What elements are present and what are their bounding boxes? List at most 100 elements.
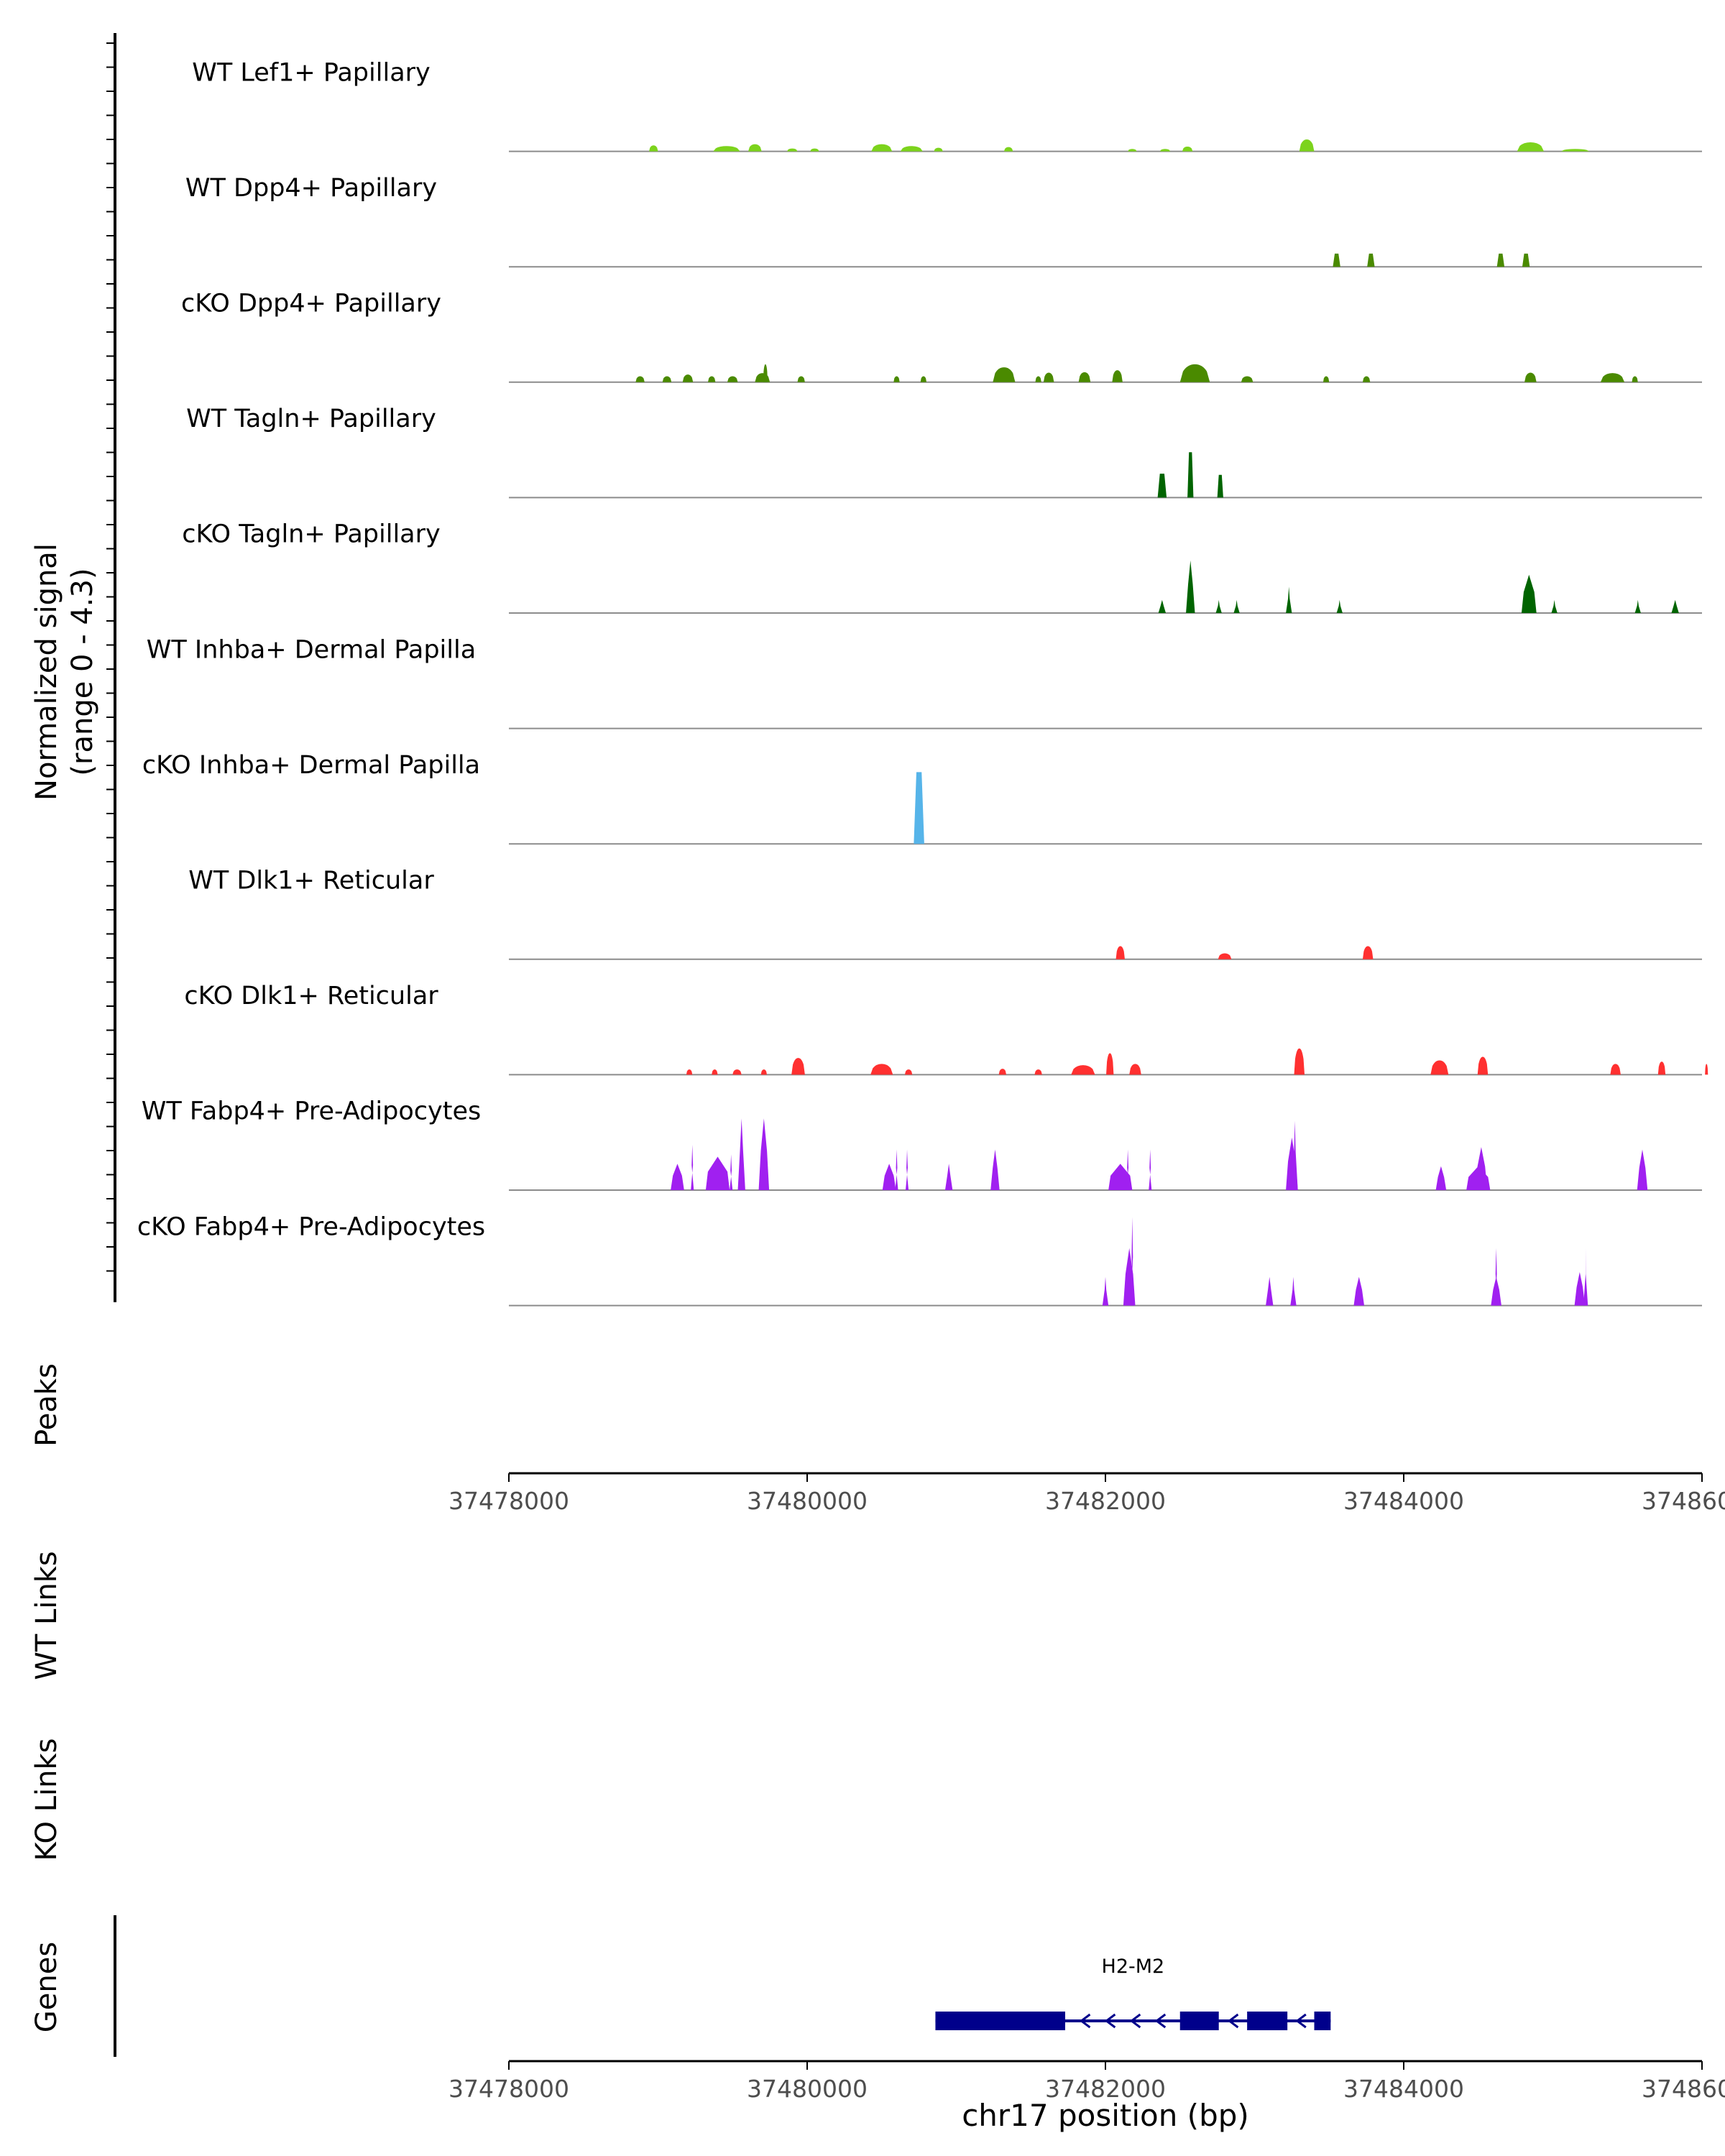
coverage-peak [934, 147, 943, 152]
gene-label: H2-M2 [1102, 1955, 1165, 1978]
coverage-peak [1294, 1048, 1305, 1075]
peaks-x-axis-tick-label: 37478000 [448, 1487, 569, 1515]
genes-x-axis-tick-label: 37478000 [448, 2075, 569, 2103]
coverage-peak [1494, 1248, 1498, 1306]
coverage-peak [1292, 1120, 1298, 1190]
coverage-peak [1159, 149, 1171, 152]
genes-x-axis-ticks: 37478000 37480000 37482000 37484000 37486000 [448, 2061, 1725, 2103]
coverage-peak [1657, 1061, 1666, 1075]
coverage-peak [1610, 1064, 1621, 1075]
coverage-peak [1286, 586, 1292, 613]
track-label: WT Dpp4+ Papillary [185, 174, 437, 203]
genes-x-axis-tick-label: 37480000 [747, 2075, 868, 2103]
coverage-peak [763, 364, 768, 382]
coverage-peak [748, 144, 762, 152]
coverage-peak [797, 376, 805, 382]
coverage-track: WT Lef1+ Papillary [192, 58, 1702, 152]
coverage-peak [1336, 599, 1343, 613]
coverage-peak [1600, 373, 1625, 382]
coverage-peak [1475, 1147, 1488, 1190]
coverage-peak [1435, 1166, 1447, 1190]
coverage-peak [1158, 599, 1167, 613]
coverage-track: WT Dpp4+ Papillary [185, 174, 1702, 268]
coverage-peak [1071, 1065, 1095, 1075]
coverage-peak [1003, 147, 1013, 152]
coverage-peak [786, 148, 798, 152]
coverage-peak [760, 1069, 767, 1075]
strand-arrow [1129, 2013, 1141, 2029]
coverage-peak [662, 376, 672, 382]
coverage-peak [1299, 139, 1315, 152]
track-label: cKO Fabp4+ Pre-Adipocytes [137, 1212, 485, 1241]
coverage-peak [1430, 1060, 1449, 1075]
y-axis-title-line2: (range 0 - 4.3) [66, 568, 99, 775]
coverage-peak [1574, 1272, 1586, 1306]
coverage-peak [1233, 599, 1240, 613]
coverage-peak [870, 1064, 893, 1075]
coverage-track: cKO Inhba+ Dermal Papilla [142, 751, 1702, 845]
coverage-peak [944, 1164, 953, 1190]
coverage-peak [1521, 574, 1537, 613]
coverage-peak [1333, 253, 1340, 267]
coverage-peak [1043, 372, 1054, 382]
coverage-peak [708, 376, 716, 382]
coverage-peak [1215, 599, 1222, 613]
coverage-peak [1632, 376, 1638, 382]
coverage-peak [1362, 376, 1371, 382]
coverage-peak [1102, 1276, 1109, 1306]
coverage-peak [1131, 1217, 1134, 1306]
coverage-peak [993, 367, 1016, 382]
gene-exon [1247, 2012, 1288, 2030]
coverage-peak [712, 1069, 718, 1075]
coverage-peak [737, 1118, 745, 1190]
y-axis-title-line1: Normalized signal [30, 543, 63, 801]
coverage-peak [1218, 953, 1232, 959]
track-label: WT Inhba+ Dermal Papilla [147, 635, 476, 664]
coverage-peak [1477, 1056, 1489, 1075]
coverage-peak [1241, 376, 1254, 382]
coverage-peak [758, 1118, 770, 1190]
coverage-peak [1705, 1064, 1708, 1075]
track-label: cKO Inhba+ Dermal Papilla [142, 751, 480, 780]
coverage-peak [1560, 149, 1590, 152]
coverage-peak [905, 1149, 909, 1190]
coverage-peak [893, 376, 900, 382]
coverage-peak [686, 1069, 693, 1075]
coverage-peak [1186, 560, 1195, 613]
coverage-peak [730, 1154, 733, 1190]
genes-track-label: Genes [30, 1942, 63, 2032]
peaks-x-axis-ticks: 37478000 37480000 37482000 37484000 37486000 [448, 1473, 1725, 1515]
coverage-peak [732, 1069, 742, 1075]
coverage-peak [882, 1164, 896, 1190]
coverage-peak [1129, 1064, 1141, 1075]
coverage-peak [1551, 599, 1558, 613]
coverage-track: cKO Dlk1+ Reticular [184, 982, 1708, 1076]
coverage-peak [990, 1149, 1000, 1190]
coverage-peak [1217, 474, 1223, 498]
coverage-peak [1149, 1149, 1152, 1190]
coverage-peak [1353, 1276, 1365, 1306]
track-label: WT Fabp4+ Pre-Adipocytes [142, 1097, 481, 1126]
gene-exon [935, 2012, 1065, 2030]
coverage-track: WT Inhba+ Dermal Papilla [147, 635, 1702, 729]
ko-links-track-label: KO Links [30, 1738, 63, 1861]
coverage-peak [635, 376, 645, 382]
genes-x-axis-tick-label: 37486000 [1642, 2075, 1725, 2103]
coverage-peak [791, 1058, 805, 1075]
coverage-peak [727, 376, 738, 382]
coverage-track: cKO Tagln+ Papillary [182, 520, 1702, 614]
peaks-x-axis-tick-label: 37482000 [1045, 1487, 1166, 1515]
strand-arrow [1079, 2013, 1091, 2029]
coverage-tracks: WT Lef1+ Papillary WT Dpp4+ Papillary cKO … [137, 58, 1708, 1307]
coverage-peak [1671, 599, 1679, 613]
coverage-peak [1116, 946, 1125, 959]
coverage-peak [998, 1069, 1007, 1075]
coverage-peak [1034, 1069, 1042, 1075]
strand-arrow [1154, 2013, 1167, 2029]
coverage-peak [1123, 1248, 1136, 1306]
peaks-x-axis-tick-label: 37480000 [747, 1487, 868, 1515]
coverage-peak [1078, 372, 1091, 382]
genes-x-axis-tick-label: 37484000 [1343, 2075, 1464, 2103]
coverage-peak [810, 148, 819, 152]
coverage-peak [1583, 1248, 1588, 1306]
